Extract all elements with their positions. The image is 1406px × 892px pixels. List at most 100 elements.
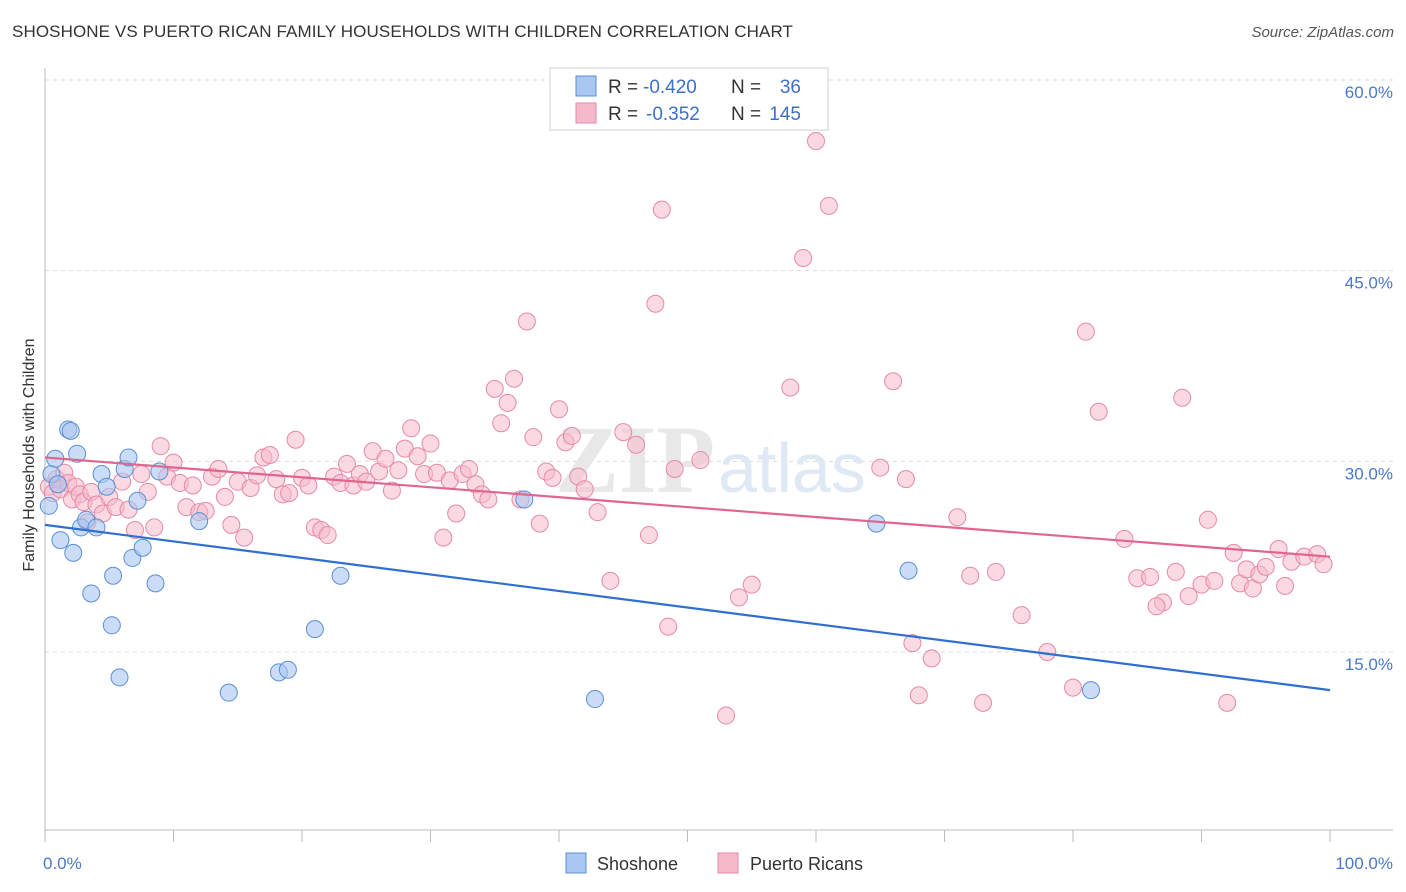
point-puerto-ricans-102 — [781, 378, 800, 397]
y-tick-label-30: 30.0% — [1345, 464, 1393, 483]
bottom-legend-swatch-shoshone — [565, 852, 587, 874]
point-shoshone-20 — [128, 491, 147, 510]
axes — [44, 68, 1393, 842]
point-puerto-ricans-39 — [260, 445, 279, 464]
point-puerto-ricans-42 — [280, 484, 299, 503]
legend-box: R = -0.420 N = 36 R = -0.352 N = 145 — [549, 67, 829, 131]
legend-n-value-1: 36 — [780, 77, 801, 98]
point-puerto-ricans-127 — [1179, 587, 1198, 606]
point-puerto-ricans-110 — [909, 686, 928, 705]
point-puerto-ricans-79 — [517, 312, 536, 331]
source-label: Source: ZipAtlas.com — [1251, 24, 1394, 41]
point-puerto-ricans-21 — [145, 518, 164, 537]
point-puerto-ricans-31 — [209, 459, 228, 478]
trend-line-shoshone — [44, 523, 1331, 692]
watermark-atlas: atlas — [718, 429, 866, 507]
point-shoshone-22 — [146, 574, 165, 593]
point-puerto-ricans-90 — [601, 571, 620, 590]
point-puerto-ricans-68 — [447, 504, 466, 523]
point-puerto-ricans-19 — [132, 465, 151, 484]
point-puerto-ricans-77 — [505, 369, 524, 388]
point-shoshone-3 — [51, 531, 70, 550]
point-shoshone-33 — [899, 561, 918, 580]
point-puerto-ricans-126 — [1173, 388, 1192, 407]
point-puerto-ricans-113 — [961, 566, 980, 585]
point-puerto-ricans-137 — [1256, 557, 1275, 576]
bottom-legend: Shoshone Puerto Ricans — [565, 852, 863, 874]
point-puerto-ricans-91 — [614, 423, 633, 442]
point-shoshone-6 — [64, 543, 83, 562]
y-tick-label-15: 15.0% — [1345, 655, 1393, 674]
point-puerto-ricans-98 — [691, 451, 710, 470]
point-puerto-ricans-75 — [492, 414, 511, 433]
point-shoshone-18 — [119, 448, 138, 467]
point-shoshone-11 — [87, 518, 106, 537]
point-puerto-ricans-48 — [318, 526, 337, 545]
point-puerto-ricans-58 — [382, 481, 401, 500]
point-shoshone-5 — [61, 421, 80, 440]
point-puerto-ricans-61 — [402, 419, 421, 438]
point-puerto-ricans-100 — [729, 588, 748, 607]
point-shoshone-14 — [102, 616, 121, 635]
point-puerto-ricans-18 — [125, 520, 144, 539]
point-puerto-ricans-106 — [871, 458, 890, 477]
legend-r-value-2: -0.352 — [646, 104, 700, 125]
point-puerto-ricans-120 — [1089, 402, 1108, 421]
point-puerto-ricans-57 — [376, 449, 395, 468]
point-shoshone-16 — [110, 668, 129, 687]
point-shoshone-7 — [68, 444, 87, 463]
point-shoshone-15 — [104, 566, 123, 585]
point-puerto-ricans-123 — [1141, 568, 1160, 587]
point-puerto-ricans-40 — [267, 470, 286, 489]
point-puerto-ricans-99 — [717, 706, 736, 725]
point-puerto-ricans-84 — [550, 400, 568, 419]
point-puerto-ricans-89 — [588, 503, 607, 522]
chart-title: SHOSHONE VS PUERTO RICAN FAMILY HOUSEHOL… — [12, 22, 794, 41]
point-puerto-ricans-51 — [337, 454, 356, 473]
point-shoshone-10 — [82, 584, 101, 603]
point-puerto-ricans-88 — [575, 480, 594, 499]
y-axis-label: Family Households with Children — [21, 339, 38, 572]
legend-n-value-2: 145 — [769, 104, 801, 125]
point-shoshone-25 — [219, 683, 238, 702]
x-tick-label-0: 0.0% — [43, 854, 82, 873]
point-puerto-ricans-35 — [235, 528, 254, 547]
point-shoshone-0 — [39, 496, 58, 515]
point-puerto-ricans-131 — [1218, 693, 1237, 712]
point-puerto-ricans-112 — [948, 508, 967, 527]
point-puerto-ricans-81 — [530, 514, 549, 533]
point-puerto-ricans-111 — [922, 649, 941, 668]
point-shoshone-31 — [585, 690, 604, 709]
point-puerto-ricans-107 — [884, 372, 903, 391]
legend-swatch-shoshone — [575, 75, 597, 97]
legend-r-label-1: R = — [608, 77, 638, 98]
point-puerto-ricans-64 — [421, 434, 440, 453]
point-puerto-ricans-130 — [1205, 571, 1224, 590]
point-puerto-ricans-139 — [1276, 576, 1295, 595]
point-puerto-ricans-115 — [986, 562, 1005, 581]
point-puerto-ricans-43 — [286, 430, 305, 449]
trend-lines — [44, 456, 1331, 692]
point-puerto-ricans-108 — [896, 470, 915, 489]
point-shoshone-21 — [133, 538, 152, 557]
point-puerto-ricans-66 — [434, 528, 453, 547]
point-puerto-ricans-62 — [408, 447, 427, 466]
point-puerto-ricans-119 — [1076, 322, 1095, 341]
x-tick-label-100: 100.0% — [1335, 854, 1393, 873]
point-puerto-ricans-92 — [627, 435, 646, 454]
point-puerto-ricans-114 — [974, 693, 993, 712]
point-shoshone-32 — [867, 514, 886, 533]
point-puerto-ricans-95 — [652, 200, 671, 219]
point-puerto-ricans-80 — [524, 428, 543, 447]
point-puerto-ricans-116 — [1012, 606, 1031, 625]
point-shoshone-24 — [190, 512, 209, 531]
point-shoshone-28 — [305, 620, 324, 639]
point-puerto-ricans-97 — [665, 459, 684, 478]
legend-r-value-1: -0.420 — [643, 77, 697, 98]
y-tick-label-60: 60.0% — [1345, 83, 1393, 102]
legend-r-label-2: R = — [608, 104, 638, 125]
legend-n-label-2: N = — [731, 104, 761, 125]
point-puerto-ricans-73 — [479, 490, 498, 509]
point-puerto-ricans-96 — [659, 617, 678, 636]
